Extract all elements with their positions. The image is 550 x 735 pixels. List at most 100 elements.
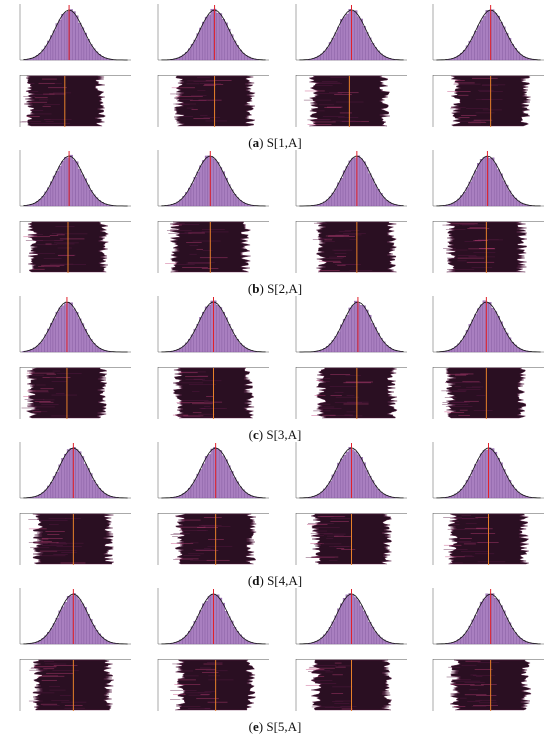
hist-bar (53, 319, 56, 352)
hist-bar (352, 158, 355, 206)
hist-bar (219, 451, 222, 498)
hist-bar (197, 172, 200, 206)
hist-bar (357, 17, 360, 60)
hist-bar (335, 616, 338, 644)
hist-bar (469, 182, 472, 206)
hist-bar (363, 162, 366, 206)
hist-bar (230, 190, 233, 206)
hist-bar (199, 317, 202, 352)
trace-plot (421, 75, 546, 127)
trace-plot (8, 367, 133, 419)
hist-bar (53, 476, 56, 498)
hist-bar (480, 602, 483, 644)
hist-bar (225, 178, 228, 206)
histogram-c-4 (421, 294, 546, 358)
hist-bar (59, 611, 62, 644)
hist-bar (326, 48, 329, 60)
histogram-b-1 (8, 148, 133, 212)
hist-bar (368, 622, 371, 644)
hist-bar (377, 189, 380, 206)
hist-bar (500, 322, 503, 352)
hist-bar (225, 611, 228, 644)
histogram-plot (284, 294, 409, 358)
histogram-e-3 (284, 586, 409, 650)
hist-bar (368, 476, 371, 498)
hist-bar (73, 309, 76, 352)
histogram-plot (284, 440, 409, 504)
hist-bar (199, 28, 202, 60)
hist-bar (90, 44, 93, 60)
hist-bar (337, 332, 340, 352)
hist-bar (205, 307, 208, 352)
hist-bar (222, 603, 225, 644)
hist-bar (349, 161, 352, 206)
hist-bar (228, 29, 231, 60)
hist-bar (76, 596, 79, 644)
hist-bar (194, 480, 197, 498)
trace-plot (146, 221, 271, 273)
histogram-a-4 (421, 2, 546, 66)
hist-bar (371, 43, 374, 60)
hist-bar (211, 9, 214, 60)
trace-b-2 (146, 221, 271, 273)
hist-bar (228, 185, 231, 206)
hist-bar (81, 456, 84, 498)
hist-bar (211, 449, 214, 498)
hist-bar (197, 324, 200, 352)
hist-bar (61, 14, 64, 60)
hist-bar (64, 602, 67, 644)
trace-plot (146, 659, 271, 711)
hist-bar (366, 167, 369, 206)
hist-bar (87, 335, 90, 352)
hist-bar (332, 622, 335, 644)
hist-bar (469, 476, 472, 498)
hist-bar (466, 188, 469, 206)
hist-bar (494, 598, 497, 644)
trace-b-3 (284, 221, 409, 273)
hist-bar (474, 464, 477, 498)
hist-bar (491, 594, 494, 644)
histogram-plot (8, 2, 133, 66)
hist-bar (197, 33, 200, 60)
hist-bar (497, 316, 500, 352)
hist-bar (497, 600, 500, 644)
hist-bar (92, 49, 95, 60)
histogram-e-4 (421, 586, 546, 650)
hist-bar (511, 628, 514, 644)
hist-bar (70, 303, 73, 352)
hist-bar (349, 308, 352, 352)
hist-bar (360, 606, 363, 644)
hist-bar (197, 474, 200, 498)
hist-bar (463, 192, 466, 206)
hist-bar (486, 594, 489, 644)
hist-bar (90, 619, 93, 644)
histogram-d-4 (421, 440, 546, 504)
hist-bar (76, 312, 79, 352)
hist-bar (70, 596, 73, 644)
caption-text: S[5,A] (266, 719, 301, 734)
hist-bar (225, 318, 228, 352)
trace-d-3 (284, 513, 409, 565)
hist-bar (500, 606, 503, 644)
hist-bar (374, 47, 377, 60)
hist-bar (233, 194, 236, 206)
histogram-plot (421, 294, 546, 358)
trace-e-4 (421, 659, 546, 711)
histogram-plot (284, 2, 409, 66)
hist-bar (61, 607, 64, 644)
hist-bar (194, 40, 197, 60)
hist-bar (47, 329, 50, 352)
trace-plot (146, 367, 271, 419)
hist-bar (505, 33, 508, 60)
histogram-b-3 (284, 148, 409, 212)
hist-bar (480, 305, 483, 352)
hist-bar (483, 301, 486, 352)
hist-bar (92, 480, 95, 498)
hist-bar (368, 315, 371, 352)
trace-plot (146, 75, 271, 127)
hist-bar (460, 341, 463, 352)
hist-bar (208, 305, 211, 352)
hist-bar (340, 325, 343, 352)
hist-bar (354, 452, 357, 498)
hist-bar (352, 305, 355, 352)
